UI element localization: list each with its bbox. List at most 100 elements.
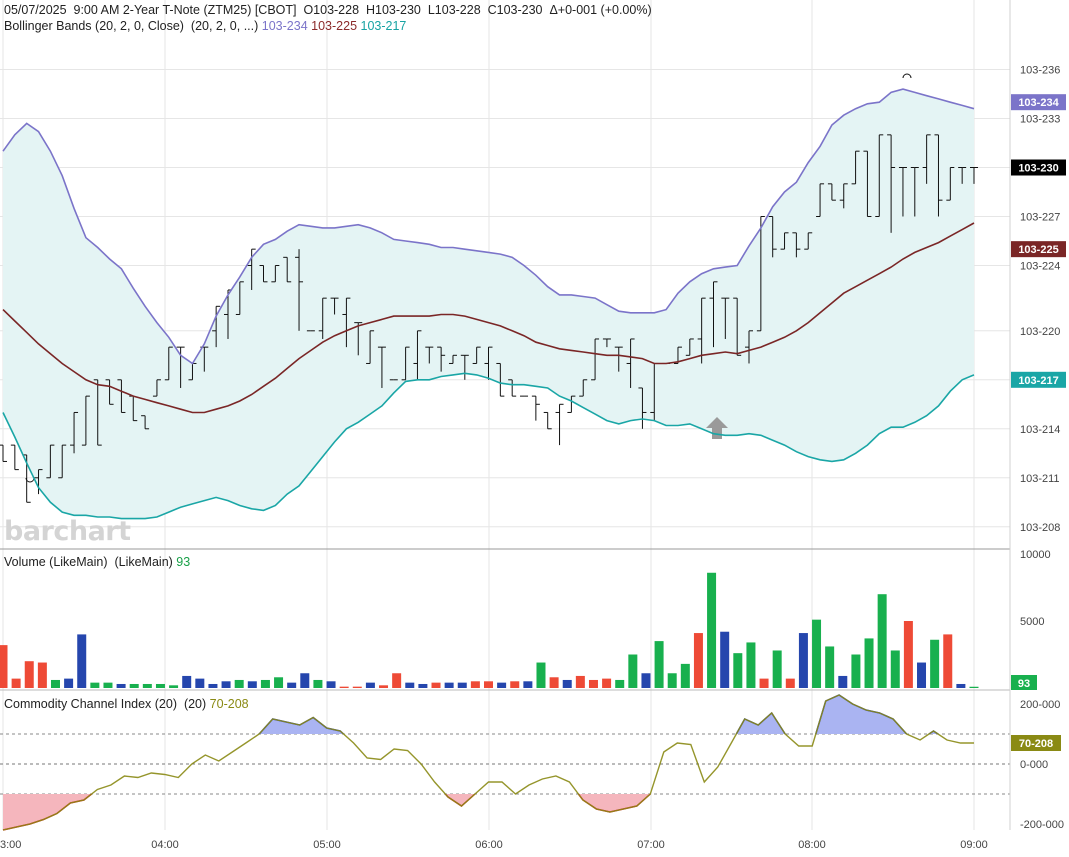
volume-bar-22 — [287, 682, 297, 688]
ohlc-bar-42 — [496, 362, 505, 397]
volume-bar-18 — [234, 679, 244, 688]
cci-legend: Commodity Channel Index (20) (20) 70-208 — [4, 697, 249, 711]
price-tick-label-7: 103-214 — [1020, 424, 1060, 436]
price-tick-label-4: 103-224 — [1020, 260, 1060, 272]
volume-bar-59 — [772, 650, 782, 688]
cci-tick-label-1: 0-000 — [1020, 759, 1048, 771]
chart-header: 05/07/2025 9:00 AM 2-Year T-Note (ZTM25)… — [4, 3, 652, 17]
price-tick-label-8: 103-211 — [1020, 473, 1060, 485]
volume-tick-label-1: 5000 — [1020, 616, 1044, 628]
volume-bar-43 — [562, 679, 572, 688]
price-tag-last: 103-230 — [1011, 159, 1066, 176]
ohlc-bar-5 — [58, 444, 67, 479]
cci-tick-label-2: -200-000 — [1020, 819, 1064, 831]
price-tick-label-5: 103-220 — [1020, 326, 1060, 338]
volume-bar-45 — [588, 679, 598, 688]
volume-bar-16 — [208, 683, 218, 688]
ohlc-bar-69 — [816, 183, 825, 217]
volume-bar-2 — [24, 661, 34, 688]
time-tick-label-0: 3:00 — [0, 839, 21, 851]
volume-bar-50 — [654, 641, 664, 688]
volume-bar-32 — [418, 683, 428, 688]
volume-bar-47 — [615, 679, 625, 688]
ohlc-bar-50 — [591, 338, 600, 381]
volume-bar-46 — [602, 678, 612, 688]
volume-bar-7 — [90, 682, 100, 688]
bollinger-middle-line — [2, 222, 975, 414]
ohlc-bar-23 — [271, 264, 280, 283]
volume-bar-19 — [247, 681, 257, 688]
ohlc-bar-77 — [910, 167, 919, 217]
ohlc-bar-38 — [448, 354, 457, 364]
volume-last-tag-bg — [1011, 675, 1037, 690]
volume-bar-38 — [497, 682, 507, 688]
ohlc-bar-62 — [733, 297, 742, 356]
volume-bar-21 — [274, 677, 284, 688]
ohlc-bar-18 — [212, 305, 221, 348]
ohlc-bar-37 — [437, 346, 446, 372]
ohlc-bar-35 — [413, 330, 422, 380]
volume-bar-35 — [457, 682, 467, 688]
volume-bar-27 — [352, 686, 362, 688]
ohlc-bar-29 — [342, 297, 351, 348]
ohlc-bar-9 — [105, 379, 114, 405]
ohlc-bar-65 — [768, 215, 777, 258]
ohlc-bar-45 — [531, 395, 540, 421]
ohlc-bar-59 — [697, 297, 706, 364]
volume-bar-20 — [260, 679, 270, 688]
volume-bar-6 — [77, 634, 87, 688]
barchart-watermark: barchart — [4, 516, 131, 547]
price-tick-label-9: 103-208 — [1020, 522, 1060, 534]
volume-bar-55 — [720, 631, 730, 688]
price-tag-label-3: 103-217 — [1018, 375, 1058, 387]
ohlc-bar-25 — [295, 249, 304, 331]
ohlc-bar-24 — [283, 256, 292, 283]
session-high-marker — [902, 73, 912, 79]
ohlc-bar-30 — [354, 322, 363, 356]
ohlc-bar-1 — [10, 444, 19, 471]
session-low-marker — [25, 477, 35, 483]
ohlc-bar-31 — [366, 330, 375, 364]
volume-bar-60 — [785, 678, 795, 688]
ohlc-bar-61 — [721, 297, 730, 339]
volume-bar-58 — [759, 678, 769, 688]
volume-value: 93 — [176, 555, 191, 569]
volume-tick-label-0: 10000 — [1020, 549, 1051, 561]
volume-bar-11 — [142, 683, 152, 688]
volume-bar-25 — [326, 681, 336, 688]
cci-last-tag: 70-208 — [1011, 735, 1061, 751]
ohlc-bar-36 — [425, 346, 434, 364]
ohlc-bar-81 — [958, 167, 967, 184]
cci-overbought-fill — [259, 717, 344, 734]
ohlc-bar-64 — [756, 215, 765, 332]
ohlc-bar-21 — [247, 248, 256, 290]
volume-last-tag: 93 — [1011, 675, 1037, 690]
time-tick-label-2: 05:00 — [313, 839, 341, 851]
bollinger-band-lines — [2, 88, 975, 520]
volume-legend: Volume (LikeMain) (LikeMain) 93 — [4, 555, 190, 569]
ohlc-bar-79 — [934, 134, 943, 217]
ohlc-bar-70 — [827, 183, 836, 201]
volume-bar-72 — [943, 634, 953, 688]
price-tag-bg-3 — [1011, 371, 1066, 388]
ohlc-bar-76 — [898, 167, 907, 217]
volume-bar-69 — [903, 621, 913, 688]
ohlc-bar-32 — [377, 346, 386, 388]
volume-bar-51 — [667, 673, 677, 688]
bollinger-lower-line — [2, 372, 975, 520]
ohlc-bar-14 — [164, 346, 173, 381]
bollinger-upper-line — [2, 88, 975, 365]
volume-bar-53 — [693, 633, 703, 688]
volume-bar-48 — [628, 654, 638, 688]
ohlc-bar-63 — [745, 330, 754, 364]
volume-bar-9 — [116, 683, 126, 688]
volume-bar-74 — [969, 686, 979, 688]
volume-bar-41 — [536, 662, 546, 688]
volume-bar-14 — [182, 675, 192, 688]
volume-bar-39 — [510, 681, 520, 688]
volume-bar-34 — [444, 682, 454, 688]
ohlc-bar-67 — [792, 232, 801, 258]
cci-oversold-fill — [578, 794, 651, 812]
volume-bar-54 — [707, 572, 717, 688]
volume-bar-15 — [195, 678, 205, 688]
